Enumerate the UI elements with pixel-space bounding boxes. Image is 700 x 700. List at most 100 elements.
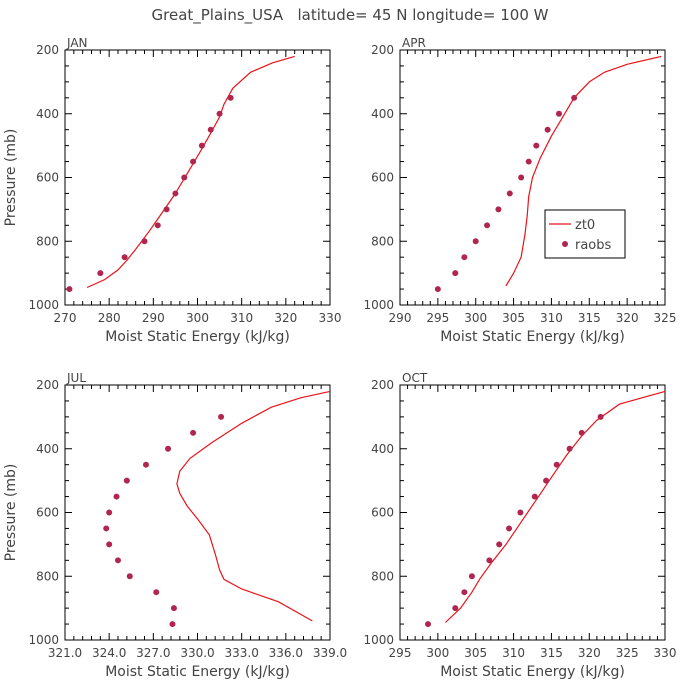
- y-axis-label: Pressure (mb): [3, 464, 19, 562]
- data-point-raobs: [216, 110, 223, 117]
- y-tick-label: 400: [371, 107, 394, 121]
- y-tick-label: 400: [36, 107, 59, 121]
- x-tick-label: 327.0: [136, 646, 170, 660]
- data-point-raobs: [103, 525, 110, 532]
- x-tick-label: 339.0: [313, 646, 347, 660]
- y-tick-label: 600: [371, 506, 394, 520]
- x-tick-label: 330.0: [180, 646, 214, 660]
- x-tick-label: 300: [186, 311, 209, 325]
- x-tick-label: 320: [616, 311, 639, 325]
- y-tick-label: 800: [36, 569, 59, 583]
- x-tick-label: 310: [230, 311, 253, 325]
- data-point-raobs: [506, 190, 513, 197]
- data-point-raobs: [190, 429, 197, 436]
- data-point-raobs: [181, 174, 188, 181]
- data-point-raobs: [425, 621, 432, 628]
- y-tick-label: 600: [36, 171, 59, 185]
- legend-model-label: zt0: [575, 218, 595, 233]
- series-line-zt0: [176, 390, 331, 622]
- y-tick-label: 200: [371, 43, 394, 57]
- data-point-raobs: [517, 509, 524, 516]
- data-point-raobs: [495, 206, 502, 213]
- data-point-raobs: [531, 493, 538, 500]
- data-point-raobs: [198, 142, 205, 149]
- y-tick-label: 200: [36, 43, 59, 57]
- x-tick-label: 290: [142, 311, 165, 325]
- data-point-raobs: [571, 94, 578, 101]
- data-point-raobs: [218, 413, 225, 420]
- data-point-raobs: [468, 573, 475, 580]
- data-point-raobs: [533, 142, 540, 149]
- legend-box: [544, 209, 626, 259]
- data-point-raobs: [141, 238, 148, 245]
- panel-jan: JAN 270 280 290 300 310 320 330 200 400 600 800 1000…: [3, 36, 341, 345]
- data-point-raobs: [66, 286, 73, 293]
- y-tick-label: 200: [36, 378, 59, 392]
- data-point-raobs: [115, 557, 121, 564]
- x-tick-label: 324.0: [92, 646, 126, 660]
- x-tick-label: 336.0: [269, 646, 303, 660]
- x-tick-label: 305: [464, 646, 487, 660]
- x-axis-label: Moist Static Energy (kJ/kg): [105, 329, 290, 345]
- plot-frame: [399, 384, 666, 641]
- x-tick-label: 310: [540, 311, 563, 325]
- y-tick-label: 400: [36, 442, 59, 456]
- data-point-raobs: [578, 429, 585, 436]
- legend-point-swatch: [562, 241, 568, 247]
- data-point-raobs: [544, 126, 551, 133]
- x-tick-label: 280: [98, 311, 121, 325]
- data-point-raobs: [434, 286, 441, 293]
- x-axis-label: Moist Static Energy (kJ/kg): [105, 664, 290, 680]
- data-point-raobs: [472, 238, 479, 245]
- x-tick-label: 300: [426, 646, 449, 660]
- y-tick-label: 800: [371, 569, 394, 583]
- legend: zt0 raobs: [544, 209, 626, 259]
- data-point-raobs: [207, 126, 214, 133]
- y-tick-label: 600: [371, 171, 394, 185]
- x-tick-label: 310: [502, 646, 525, 660]
- panel-title: APR: [402, 36, 426, 50]
- data-point-raobs: [543, 477, 550, 484]
- data-point-raobs: [121, 254, 128, 261]
- data-point-raobs: [97, 270, 104, 277]
- data-point-raobs: [556, 110, 562, 117]
- data-point-raobs: [452, 270, 459, 277]
- x-tick-label: 305: [502, 311, 525, 325]
- data-point-raobs: [169, 621, 176, 628]
- y-tick-label: 400: [371, 442, 394, 456]
- x-tick-label: 320: [578, 646, 601, 660]
- data-point-raobs: [525, 158, 532, 165]
- plot-frame: [64, 49, 331, 306]
- y-tick-label: 600: [36, 506, 59, 520]
- panel-apr: APR 290 295 300 305 310 315 320 325 200 400 600 800 1…: [363, 36, 676, 345]
- x-tick-label: 330: [319, 311, 342, 325]
- data-point-raobs: [566, 445, 573, 452]
- data-point-raobs: [170, 605, 177, 612]
- data-point-raobs: [113, 493, 120, 500]
- data-point-raobs: [126, 573, 133, 580]
- x-tick-label: 333.0: [224, 646, 258, 660]
- x-tick-label: 295: [389, 646, 412, 660]
- series-line-zt0: [86, 55, 295, 289]
- panel-title: JAN: [66, 36, 88, 50]
- x-tick-label: 270: [54, 311, 77, 325]
- data-point-raobs: [142, 461, 149, 468]
- data-point-raobs: [106, 541, 113, 548]
- data-point-raobs: [165, 445, 172, 452]
- data-point-raobs: [153, 589, 160, 596]
- data-point-raobs: [227, 94, 234, 101]
- series-line-zt0: [505, 55, 662, 287]
- data-point-raobs: [484, 222, 491, 229]
- data-point-raobs: [106, 509, 113, 516]
- y-tick-label: 1000: [28, 633, 59, 647]
- series-line-zt0: [444, 390, 666, 623]
- data-point-raobs: [518, 174, 525, 181]
- x-tick-label: 315: [540, 646, 563, 660]
- data-point-raobs: [190, 158, 197, 165]
- y-tick-label: 1000: [28, 298, 59, 312]
- y-tick-label: 800: [371, 234, 394, 248]
- x-tick-label: 330: [654, 646, 677, 660]
- panel-title: JUL: [66, 371, 86, 385]
- data-point-raobs: [506, 525, 513, 532]
